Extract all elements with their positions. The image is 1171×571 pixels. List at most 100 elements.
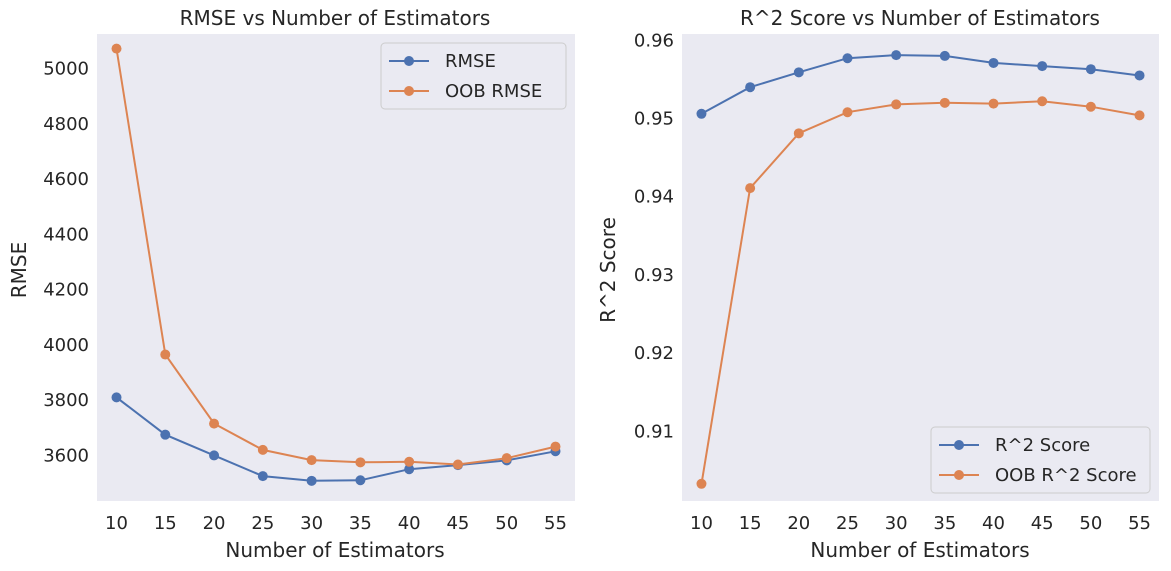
rmse-x-tick-label: 15 xyxy=(154,513,177,534)
r2-series-1-point xyxy=(1037,61,1048,72)
rmse-series-2-point xyxy=(355,457,366,468)
r2-legend-marker-2 xyxy=(954,470,964,480)
r2-series-1-point xyxy=(696,108,707,119)
r2-legend-label-2: OOB R^2 Score xyxy=(995,465,1137,486)
r2-chart-title: R^2 Score vs Number of Estimators xyxy=(740,6,1100,30)
rmse-series-2-point xyxy=(404,456,415,467)
rmse-y-tick-label: 3800 xyxy=(43,390,89,411)
rmse-series-1-point xyxy=(306,475,317,486)
rmse-series-1-point xyxy=(160,429,171,440)
rmse-y-ticks: 3600 3800 4000 4200 4400 4600 4800 5000 xyxy=(43,59,89,467)
rmse-chart: RMSE vs Number of Estimators 3600 3800 400… xyxy=(7,6,575,562)
r2-series-2-point xyxy=(696,478,707,489)
r2-y-axis-label: R^2 Score xyxy=(596,217,620,323)
rmse-legend-label-1: RMSE xyxy=(445,51,496,72)
r2-legend-marker-1 xyxy=(954,440,964,450)
r2-series-1-line xyxy=(701,54,1140,115)
r2-series-2-point xyxy=(1134,110,1145,121)
r2-series-2-point xyxy=(891,99,902,110)
r2-x-tick-label: 50 xyxy=(1079,513,1102,534)
rmse-y-tick-label: 5000 xyxy=(43,59,89,80)
r2-x-tick-label: 20 xyxy=(787,513,810,534)
rmse-x-tick-label: 55 xyxy=(544,513,567,534)
r2-x-tick-label: 15 xyxy=(739,513,762,534)
rmse-x-tick-label: 40 xyxy=(398,513,421,534)
r2-series-1-point xyxy=(793,67,804,78)
r2-x-tick-label: 55 xyxy=(1128,513,1151,534)
rmse-x-tick-label: 25 xyxy=(251,513,274,534)
rmse-series-2-point xyxy=(160,349,171,360)
r2-x-ticks: 10 15 20 25 30 35 40 45 50 55 xyxy=(690,513,1151,534)
rmse-series-1-point xyxy=(257,471,268,482)
r2-y-tick-label: 0.91 xyxy=(634,421,674,442)
rmse-series-2-point xyxy=(306,455,317,466)
rmse-x-tick-label: 30 xyxy=(300,513,323,534)
rmse-x-tick-label: 20 xyxy=(203,513,226,534)
r2-x-tick-label: 30 xyxy=(885,513,908,534)
rmse-y-tick-label: 4800 xyxy=(43,114,89,135)
rmse-y-axis-label: RMSE xyxy=(7,242,31,298)
rmse-y-tick-label: 3600 xyxy=(43,445,89,466)
r2-x-tick-label: 35 xyxy=(933,513,956,534)
r2-y-tick-label: 0.94 xyxy=(634,187,674,208)
r2-series-1-point xyxy=(988,57,999,68)
r2-series-2-point xyxy=(939,97,950,108)
r2-legend-box xyxy=(930,426,1151,494)
r2-x-axis-label: Number of Estimators xyxy=(810,538,1029,562)
rmse-series-1-point xyxy=(111,392,122,403)
rmse-series-1-line xyxy=(115,396,556,482)
rmse-x-axis-label: Number of Estimators xyxy=(225,538,444,562)
r2-x-tick-label: 25 xyxy=(836,513,859,534)
r2-series-2-line xyxy=(700,100,1140,484)
r2-y-tick-label: 0.95 xyxy=(634,108,674,129)
r2-series-1-point xyxy=(842,53,853,64)
r2-y-ticks: 0.91 0.92 0.93 0.94 0.95 0.96 xyxy=(634,30,674,442)
rmse-legend: RMSE OOB RMSE xyxy=(380,42,567,110)
r2-series-2-point xyxy=(842,107,853,118)
r2-series-1-point xyxy=(1134,70,1145,81)
rmse-x-tick-label: 50 xyxy=(495,513,518,534)
r2-y-tick-label: 0.92 xyxy=(634,343,674,364)
rmse-series xyxy=(111,43,561,486)
rmse-series-2-point xyxy=(209,418,220,429)
rmse-legend-marker-2 xyxy=(404,86,414,96)
rmse-y-tick-label: 4400 xyxy=(43,224,89,245)
r2-x-tick-label: 10 xyxy=(690,513,713,534)
rmse-legend-box xyxy=(380,42,567,110)
r2-chart: R^2 Score vs Number of Estimators 0.910.… xyxy=(596,6,1159,562)
r2-legend: R^2 Score OOB R^2 Score xyxy=(930,426,1151,494)
rmse-x-tick-label: 10 xyxy=(105,513,128,534)
rmse-chart-title: RMSE vs Number of Estimators xyxy=(180,6,491,30)
rmse-legend-marker-1 xyxy=(404,56,414,66)
r2-series-1-point xyxy=(891,50,902,61)
rmse-series-2-line xyxy=(115,48,556,466)
r2-series xyxy=(696,50,1145,489)
rmse-x-tick-label: 45 xyxy=(446,513,469,534)
r2-plot-area xyxy=(682,34,1159,501)
rmse-series-2-point xyxy=(257,444,268,455)
rmse-series-1-point xyxy=(404,464,415,475)
r2-x-tick-label: 45 xyxy=(1031,513,1054,534)
rmse-x-tick-label: 35 xyxy=(349,513,372,534)
rmse-series-2-point xyxy=(501,453,512,464)
rmse-series-2-point xyxy=(111,43,122,54)
rmse-series-2-point xyxy=(550,441,561,452)
rmse-plot-area xyxy=(97,34,575,501)
rmse-series-1-point xyxy=(209,450,220,461)
rmse-y-tick-label: 4200 xyxy=(43,280,89,301)
r2-series-1-point xyxy=(745,82,756,93)
rmse-y-tick-label: 4600 xyxy=(43,169,89,190)
r2-y-tick-label: 0.96 xyxy=(634,30,674,51)
rmse-y-tick-label: 4000 xyxy=(43,335,89,356)
r2-series-2-point xyxy=(793,128,804,139)
rmse-legend-label-2: OOB RMSE xyxy=(445,81,542,102)
r2-series-2-point xyxy=(1085,101,1096,112)
rmse-series-1-point xyxy=(355,475,366,486)
r2-series-2-point xyxy=(1037,96,1048,107)
rmse-series-2-point xyxy=(452,459,463,470)
r2-series-2-point xyxy=(988,98,999,109)
r2-series-1-point xyxy=(1085,64,1096,75)
r2-legend-label-1: R^2 Score xyxy=(995,435,1090,456)
r2-y-tick-label: 0.93 xyxy=(634,265,674,286)
